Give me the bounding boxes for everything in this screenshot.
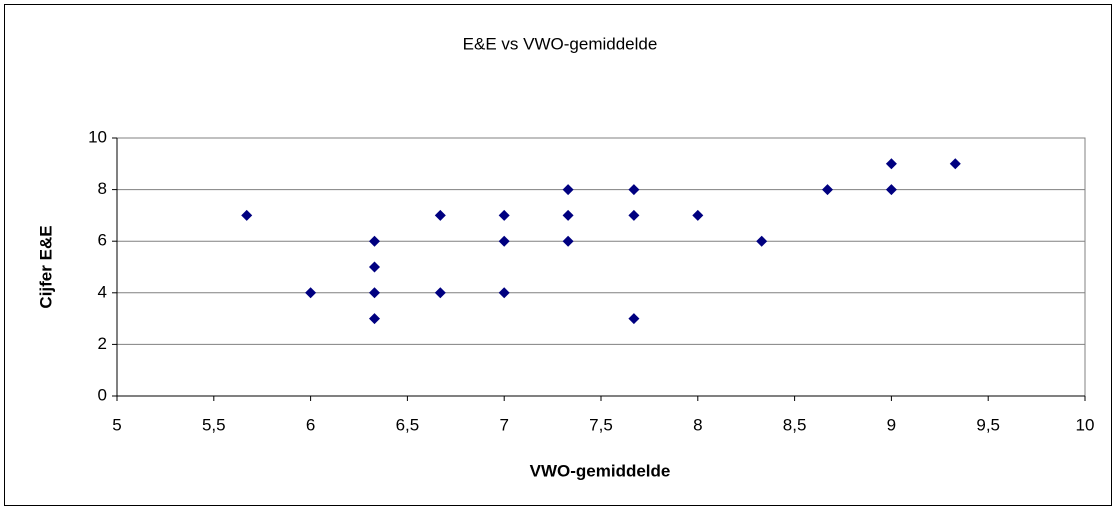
- point: [368, 235, 380, 247]
- point: [628, 313, 640, 325]
- y-tick-label: 2: [98, 334, 107, 353]
- x-tick-label: 5: [112, 415, 121, 434]
- point: [434, 209, 446, 221]
- point: [241, 209, 253, 221]
- x-tick-label: 6,5: [396, 415, 420, 434]
- x-tick-label: 8,5: [783, 415, 807, 434]
- y-tick-label: 6: [98, 231, 107, 250]
- x-tick-label: 8: [693, 415, 702, 434]
- x-tick-label: 9,5: [976, 415, 1000, 434]
- x-tick-label: 10: [1076, 415, 1095, 434]
- point: [628, 209, 640, 221]
- x-tick-label: 7,5: [589, 415, 613, 434]
- point: [628, 184, 640, 196]
- x-tick-label: 5,5: [202, 415, 226, 434]
- point: [368, 287, 380, 299]
- point: [368, 261, 380, 273]
- x-tick-label: 9: [887, 415, 896, 434]
- y-tick-label: 0: [98, 385, 107, 404]
- point: [949, 158, 961, 170]
- point: [756, 235, 768, 247]
- point: [562, 235, 574, 247]
- point: [368, 313, 380, 325]
- point: [498, 287, 510, 299]
- plot-area: [116, 137, 1086, 397]
- point: [885, 158, 897, 170]
- point: [305, 287, 317, 299]
- point: [822, 184, 834, 196]
- y-tick-label: 8: [98, 179, 107, 198]
- x-tick-label: 7: [499, 415, 508, 434]
- point: [498, 235, 510, 247]
- point: [434, 287, 446, 299]
- y-tick-label: 10: [88, 127, 107, 146]
- point: [498, 209, 510, 221]
- chart-title: E&E vs VWO-gemiddelde: [463, 34, 658, 53]
- x-tick-label: 6: [306, 415, 315, 434]
- y-tick-label: 4: [98, 282, 107, 301]
- point: [885, 184, 897, 196]
- point: [562, 184, 574, 196]
- y-axis-label: Cijfer E&E: [36, 225, 55, 308]
- point: [692, 209, 704, 221]
- x-axis-label: VWO-gemiddelde: [530, 461, 671, 480]
- point: [562, 209, 574, 221]
